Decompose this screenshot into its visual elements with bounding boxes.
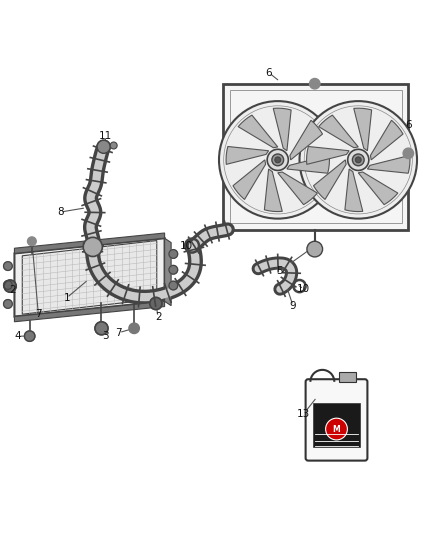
Polygon shape xyxy=(345,169,363,212)
Circle shape xyxy=(267,149,288,171)
Circle shape xyxy=(4,300,12,308)
Circle shape xyxy=(169,265,178,274)
Text: 1: 1 xyxy=(64,293,70,303)
Polygon shape xyxy=(223,84,408,230)
Text: 3: 3 xyxy=(102,331,109,341)
Polygon shape xyxy=(367,155,410,173)
Polygon shape xyxy=(14,233,165,254)
Circle shape xyxy=(353,154,364,166)
Circle shape xyxy=(275,157,281,163)
Circle shape xyxy=(150,297,162,310)
Text: 10: 10 xyxy=(297,284,311,294)
Polygon shape xyxy=(371,120,403,160)
Circle shape xyxy=(4,281,12,289)
Text: 2: 2 xyxy=(9,286,16,295)
Circle shape xyxy=(300,101,417,219)
Polygon shape xyxy=(233,160,265,199)
Text: 4: 4 xyxy=(14,331,21,341)
Circle shape xyxy=(310,78,320,89)
Polygon shape xyxy=(273,108,291,151)
Text: 10: 10 xyxy=(180,241,193,252)
Text: 6: 6 xyxy=(266,68,272,78)
Text: 5: 5 xyxy=(277,266,283,276)
Circle shape xyxy=(169,249,178,259)
Circle shape xyxy=(97,140,110,154)
Circle shape xyxy=(25,331,35,341)
Text: 7: 7 xyxy=(35,309,42,319)
Circle shape xyxy=(129,323,139,334)
Polygon shape xyxy=(14,238,165,317)
Polygon shape xyxy=(314,160,346,199)
Circle shape xyxy=(4,280,16,292)
Circle shape xyxy=(83,237,102,256)
Polygon shape xyxy=(307,147,349,164)
Circle shape xyxy=(348,149,369,171)
Polygon shape xyxy=(226,147,268,164)
Circle shape xyxy=(28,237,36,246)
Circle shape xyxy=(219,101,336,219)
Polygon shape xyxy=(354,108,372,151)
Polygon shape xyxy=(165,238,171,305)
Circle shape xyxy=(4,262,12,270)
Polygon shape xyxy=(265,169,282,212)
Circle shape xyxy=(307,241,322,257)
Text: 6: 6 xyxy=(405,120,412,130)
Text: 2: 2 xyxy=(155,312,161,322)
Circle shape xyxy=(110,142,117,149)
Text: 7: 7 xyxy=(116,328,122,337)
Polygon shape xyxy=(278,172,318,205)
Bar xyxy=(313,403,360,447)
Text: 13: 13 xyxy=(297,409,311,418)
Circle shape xyxy=(403,148,413,158)
Text: 9: 9 xyxy=(290,301,296,311)
Bar xyxy=(339,372,356,382)
Circle shape xyxy=(325,418,347,440)
Text: M: M xyxy=(332,425,340,433)
Polygon shape xyxy=(287,155,329,173)
FancyBboxPatch shape xyxy=(306,379,367,461)
Polygon shape xyxy=(358,172,398,205)
Circle shape xyxy=(95,322,108,335)
Circle shape xyxy=(272,154,284,166)
Text: 8: 8 xyxy=(57,207,64,217)
Polygon shape xyxy=(14,301,165,322)
Polygon shape xyxy=(238,115,278,148)
Text: 11: 11 xyxy=(99,131,113,141)
Circle shape xyxy=(355,157,361,163)
Polygon shape xyxy=(319,115,358,148)
Circle shape xyxy=(169,281,178,290)
Polygon shape xyxy=(290,120,322,160)
Polygon shape xyxy=(22,240,157,314)
